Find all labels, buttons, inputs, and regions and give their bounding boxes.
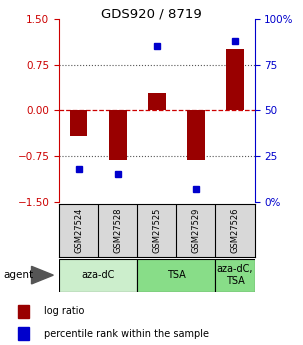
FancyBboxPatch shape — [215, 259, 255, 292]
Bar — [187, 110, 205, 160]
Text: GDS920 / 8719: GDS920 / 8719 — [101, 8, 202, 21]
Bar — [18, 327, 29, 340]
Bar — [70, 110, 88, 136]
Text: aza-dC: aza-dC — [82, 270, 115, 280]
Bar — [109, 110, 127, 160]
Text: GSM27526: GSM27526 — [231, 208, 239, 253]
FancyBboxPatch shape — [59, 259, 137, 292]
Bar — [226, 49, 244, 110]
Text: GSM27524: GSM27524 — [74, 208, 83, 253]
Polygon shape — [32, 266, 53, 284]
Text: agent: agent — [3, 270, 33, 280]
FancyBboxPatch shape — [137, 259, 215, 292]
Text: aza-dC,
TSA: aza-dC, TSA — [217, 264, 253, 286]
Text: GSM27525: GSM27525 — [152, 208, 161, 253]
Text: log ratio: log ratio — [44, 306, 84, 316]
Text: percentile rank within the sample: percentile rank within the sample — [44, 329, 209, 339]
Text: GSM27528: GSM27528 — [113, 208, 122, 253]
Text: GSM27529: GSM27529 — [191, 208, 200, 253]
Text: TSA: TSA — [167, 270, 186, 280]
Bar — [148, 93, 166, 110]
Bar — [18, 305, 29, 318]
